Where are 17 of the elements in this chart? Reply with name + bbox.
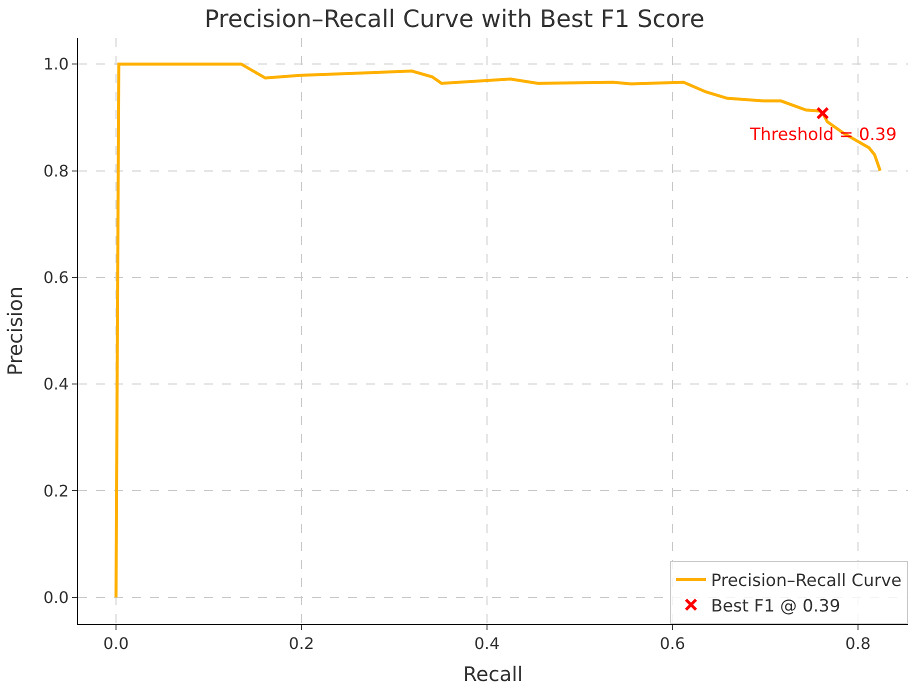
y-tick-label: 0.0	[43, 588, 69, 607]
y-tick-label: 0.8	[43, 161, 69, 180]
x-tick-label: 0.0	[103, 634, 129, 654]
x-tick-label: 0.6	[660, 634, 686, 654]
y-axis-title: Precision	[2, 286, 27, 376]
x-tick-label: 0.2	[288, 634, 314, 654]
chart-title: Precision–Recall Curve with Best F1 Score	[204, 5, 704, 34]
y-tick-label: 0.6	[43, 268, 69, 288]
y-tick-label: 0.4	[43, 374, 69, 394]
x-tick-label: 0.4	[474, 634, 500, 654]
annotation: Threshold = 0.39	[749, 125, 897, 145]
y-tick-label: 1.0	[43, 54, 69, 74]
x-tick-label: 0.8	[845, 634, 871, 654]
legend-label: Precision–Recall Curve	[711, 571, 902, 592]
y-tick-label: 0.2	[43, 481, 69, 500]
x-axis-title: Recall	[463, 662, 523, 686]
legend-label: Best F1 @ 0.39	[711, 596, 840, 616]
